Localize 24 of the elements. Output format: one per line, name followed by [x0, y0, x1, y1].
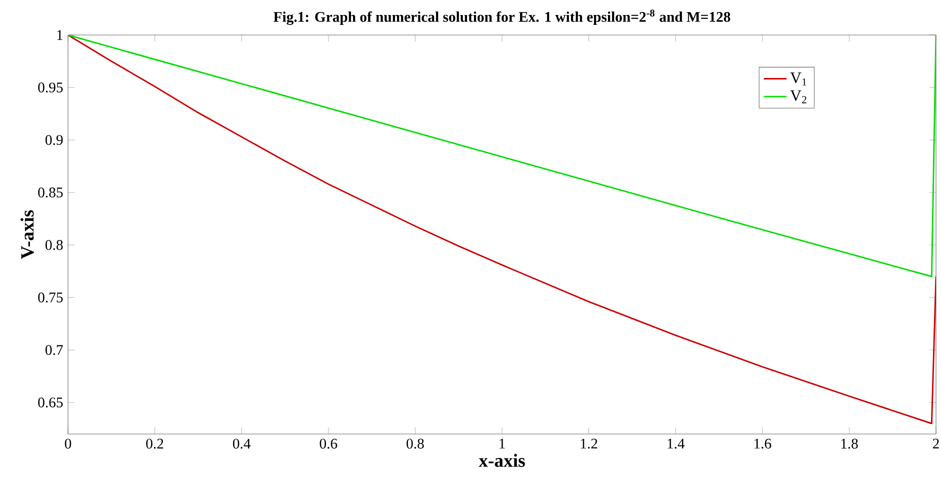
y-tick-label: 0.9 — [46, 135, 63, 145]
x-tick-label: 1 — [500, 438, 505, 448]
y-axis-title: V-axis — [20, 210, 34, 260]
y-tick-label: 0.75 — [38, 292, 63, 302]
legend-label: V$_{2}$ — [790, 90, 806, 104]
legend-label: V$_{1}$ — [790, 72, 806, 86]
x-tick-label: 1.4 — [668, 438, 685, 449]
x-tick-label: 1.8 — [841, 438, 858, 449]
x-tick-label: 2 — [932, 438, 939, 448]
x-tick-label: 0 — [64, 438, 72, 449]
chart-title: Fig.1: Graph of numerical solution for Ex. 1 with epsilon=2$^{-8}$ and M=128 — [274, 10, 730, 25]
x-tick-label: 1.2 — [580, 438, 598, 449]
y-tick-label: 0.95 — [38, 82, 63, 92]
y-tick-label: 0.65 — [38, 398, 63, 408]
y-tick-label: 0.8 — [46, 240, 63, 250]
x-axis-title: x-axis — [478, 454, 525, 467]
x-tick-label: 0.2 — [146, 438, 164, 449]
y-tick-label: 1 — [57, 30, 62, 40]
x-tick-label: 0.8 — [406, 438, 424, 449]
y-tick-label: 0.85 — [38, 188, 63, 198]
y-tick-label: 0.7 — [46, 345, 63, 355]
x-tick-label: 0.4 — [233, 438, 251, 449]
x-tick-label: 0.6 — [320, 438, 338, 449]
x-tick-label: 1.6 — [754, 438, 772, 449]
